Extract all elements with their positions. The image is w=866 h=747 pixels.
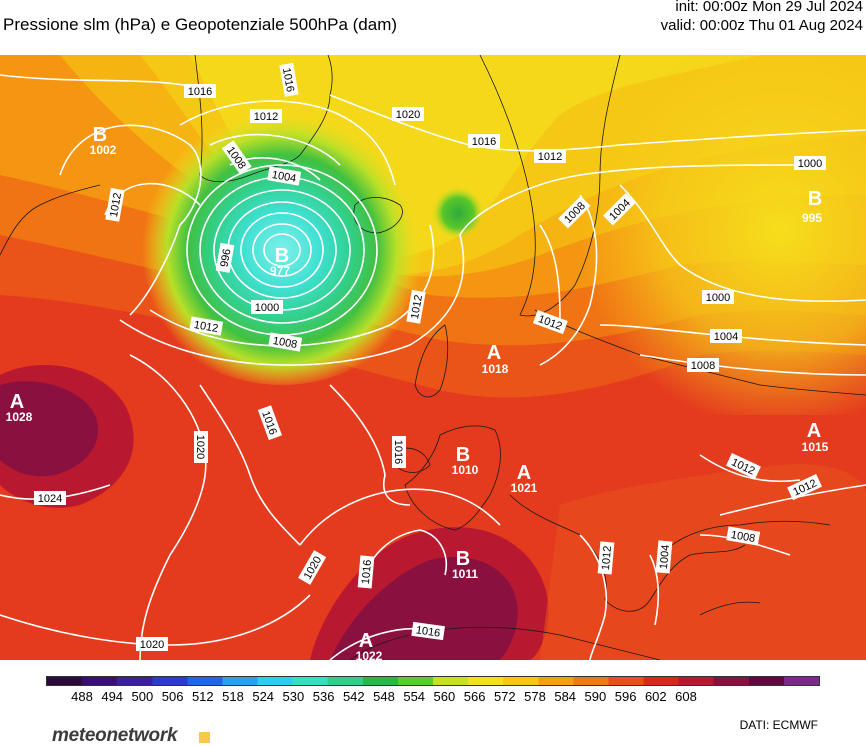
isobar-label: 1020 — [194, 435, 206, 459]
isobar-label: 1016 — [472, 136, 496, 148]
brand-logo: meteonetwork — [52, 725, 178, 746]
colorbar-tick-label: 506 — [161, 689, 184, 704]
colorbar — [46, 676, 820, 686]
valid-time: valid: 00:00z Thu 01 Aug 2024 — [660, 17, 863, 34]
center-value: 1022 — [356, 649, 383, 660]
center-letter: B — [93, 124, 107, 146]
colorbar-tick-label: 518 — [222, 689, 244, 704]
center-letter: A — [487, 342, 501, 364]
colorbar-tick-label: 500 — [131, 689, 154, 704]
isobar-label: 1020 — [396, 109, 420, 121]
isobar-label: 1008 — [691, 360, 715, 372]
colorbar-tick-label: 554 — [403, 689, 426, 704]
colorbar-tick-label: 512 — [191, 689, 214, 704]
isobar-label: 1016 — [392, 440, 404, 464]
isobar-label: 1016 — [415, 624, 441, 639]
init-time: init: 00:00z Mon 29 Jul 2024 — [675, 0, 863, 15]
isobar-label: 1000 — [798, 158, 822, 170]
colorbar-tick-label: 530 — [282, 689, 305, 704]
center-letter: A — [517, 462, 531, 484]
map-title: Pressione slm (hPa) e Geopotenziale 500h… — [3, 15, 398, 34]
colorbar-tick-label: 584 — [554, 689, 577, 704]
isobar-label: 1012 — [254, 111, 278, 123]
brand-square-icon — [199, 732, 210, 743]
isobar-label: 1016 — [280, 67, 296, 93]
isobar-label: 1020 — [140, 639, 164, 651]
isobar-label: 1000 — [706, 292, 730, 304]
center-value: 995 — [802, 211, 822, 225]
center-value: 1010 — [452, 463, 479, 477]
data-credits: DATI: ECMWF — [739, 718, 818, 732]
isobar-label: 1024 — [38, 493, 62, 505]
isobar-label: 1008 — [272, 335, 298, 351]
center-letter: A — [359, 630, 373, 652]
colorbar-tick-label: 560 — [433, 689, 456, 704]
isobar-label: 996 — [218, 248, 233, 268]
isobar-label: 1012 — [538, 151, 562, 163]
colorbar-tick-label: 536 — [312, 689, 335, 704]
isobar-label: 1016 — [188, 86, 212, 98]
colorbar-tick-label: 488 — [71, 689, 93, 704]
isobar-label: 1000 — [255, 302, 279, 314]
center-value: 1002 — [90, 143, 117, 157]
colorbar-tick-label: 542 — [342, 689, 365, 704]
center-letter: B — [808, 188, 822, 210]
isobar-label: 1004 — [271, 169, 297, 185]
forecast-map: 1016 1016 1020 1012 1008 1004 1016 1012 … — [0, 55, 866, 660]
center-value: 1028 — [6, 410, 33, 424]
isobar-label: 1012 — [193, 319, 219, 335]
center-value: 1021 — [511, 481, 538, 495]
center-letter: B — [275, 245, 289, 267]
center-value: 1011 — [452, 567, 478, 581]
isobar-label: 1012 — [108, 192, 124, 218]
isobar-label: 1008 — [730, 529, 756, 545]
isobar-label: 1012 — [409, 294, 425, 320]
center-value: 1018 — [482, 362, 509, 376]
colorbar-tick-label: 524 — [252, 689, 275, 704]
colorbar-tick-label: 590 — [584, 689, 607, 704]
band-602-atlantic — [0, 381, 99, 477]
isobar-label: 1004 — [658, 544, 672, 569]
colorbar-tick-label: 494 — [101, 689, 124, 704]
isobar-labels: 1016 1016 1020 1012 1008 1004 1016 1012 … — [34, 62, 826, 651]
colorbar-tick-label: 548 — [373, 689, 395, 704]
colorbar-tick-label: 566 — [463, 689, 486, 704]
center-letter: B — [456, 548, 470, 570]
colorbar-tick-label: 572 — [493, 689, 516, 704]
isobar-label: 1016 — [360, 559, 374, 584]
center-letter: B — [456, 444, 470, 466]
band-green-blob — [428, 183, 488, 243]
colorbar-tick-label: 596 — [614, 689, 637, 704]
colorbar-tick-label: 608 — [675, 689, 697, 704]
colorbar-tick-label: 602 — [644, 689, 667, 704]
center-value: 977 — [270, 264, 290, 278]
isobar-label: 1004 — [714, 331, 738, 343]
colorbar-tick-label: 578 — [524, 689, 546, 704]
center-letter: A — [807, 420, 821, 442]
isobar-label: 1012 — [600, 545, 614, 570]
pressure-centers: B 977 B 995 A 1028 A 1018 B 1010 A 1021 … — [6, 124, 829, 660]
center-value: 1015 — [802, 440, 829, 454]
band-northeast — [560, 55, 866, 415]
center-letter: A — [10, 391, 24, 413]
band-low-center — [132, 115, 432, 385]
band-584-balkans — [540, 464, 866, 660]
